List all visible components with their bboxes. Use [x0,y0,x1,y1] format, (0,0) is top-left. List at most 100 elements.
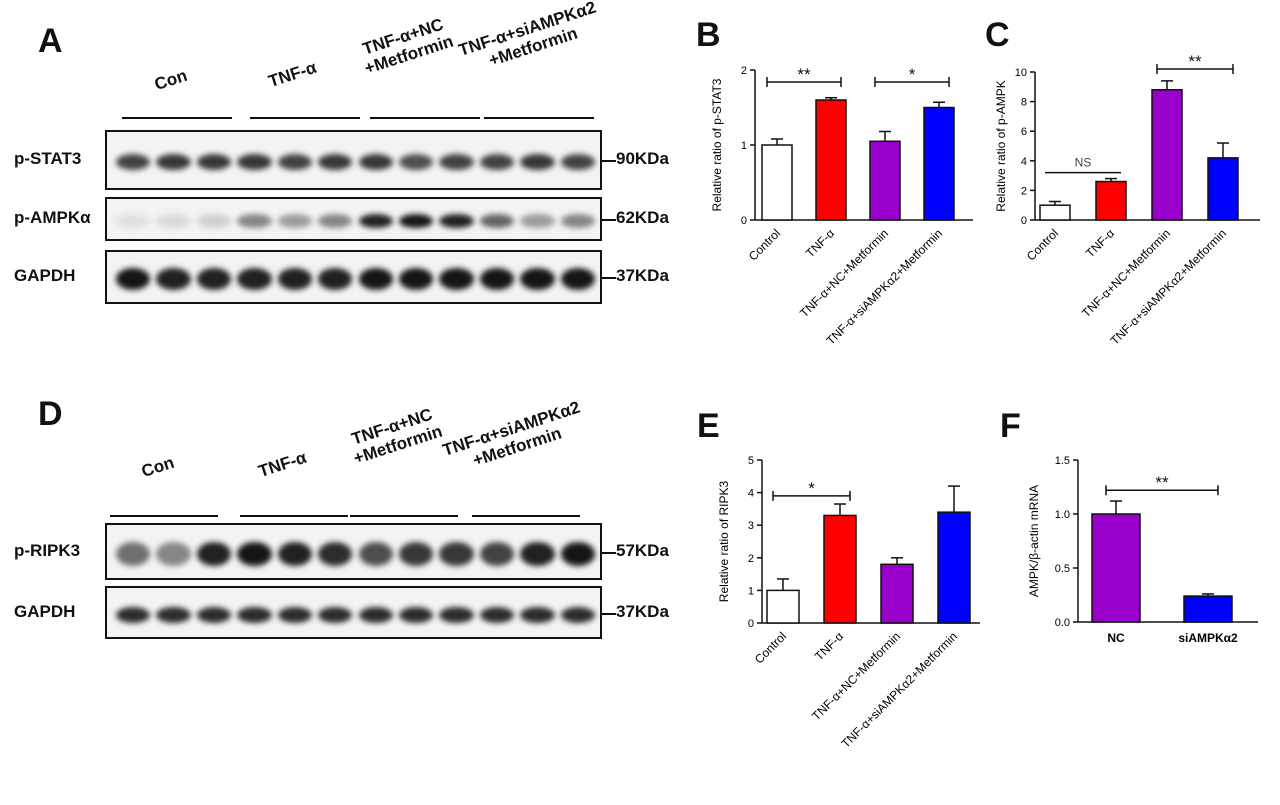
bar [923,106,955,221]
lane-group-label: TNF-α [266,57,319,91]
molecular-weight-marker: 37KDa [616,601,669,621]
panel-letter-b: B [696,16,721,54]
category-label: Control [1024,226,1061,263]
significance-label: * [808,479,815,498]
blot-band [318,541,353,566]
blot-band [156,541,191,566]
blot-band [277,541,313,566]
y-tick-label: 0.0 [1055,617,1070,629]
bar [1207,157,1239,221]
molecular-weight-marker: 90KDa [616,149,669,168]
category-label: siAMPKα2 [1178,631,1238,645]
marker-tick [600,277,616,279]
y-tick-label: 8 [1021,97,1027,109]
blot-row-label: p-RIPK3 [14,540,81,560]
blot-band [439,541,474,566]
bar [823,514,857,624]
blot-band [116,268,151,290]
blot-band [358,154,393,170]
blot-band [398,606,434,623]
marker-tick [600,551,616,554]
y-tick-label: 3 [748,520,754,532]
blot-band [196,541,232,566]
blot-band [196,606,232,623]
blot-band [358,541,393,566]
blot-band [196,214,232,228]
bar [1095,180,1127,221]
lane-group-label: Con [152,65,190,94]
blot-band [318,154,353,170]
y-tick-label: 1 [741,140,747,152]
y-tick-label: 1 [748,585,754,597]
bar [1151,89,1183,221]
y-tick-label: 0.5 [1055,563,1070,575]
blot-row-label: GAPDH [14,601,76,621]
lane-group-underline [350,515,458,517]
y-tick-label: 2 [741,65,747,77]
blot-band [277,606,313,623]
blot-band [156,214,191,228]
blot-strip [105,586,602,639]
lane-group-underline [250,117,360,119]
panel-letter-e: E [697,407,720,445]
bar [1091,513,1141,623]
bar [1183,595,1233,623]
blot-band [237,268,272,290]
category-label: Control [752,629,789,666]
blot-band [237,214,272,228]
blot-band [520,606,555,623]
y-tick-label: 4 [748,488,754,500]
blot-band [156,268,191,290]
y-axis-label: Relative ratio of RIPK3 [717,480,731,602]
blot-band [479,268,515,290]
lane-group-label: TNF-α+NC +Metformin [360,14,456,79]
blot-band [520,154,555,170]
blot-band [277,214,313,228]
bar [880,563,914,624]
category-label: NC [1107,631,1125,645]
y-axis-label: Relative ratio of p-AMPK [994,80,1008,211]
y-tick-label: 4 [1021,156,1027,168]
bar [937,511,971,624]
blot-band [398,154,434,170]
blot-band [439,268,474,290]
blot-band [479,214,515,228]
blot-band [196,154,232,170]
y-tick-label: 0 [748,618,754,630]
panel-letter-a: A [38,22,63,60]
panel-letter-d: D [38,395,63,433]
blot-band [358,268,393,290]
category-label: Control [746,226,783,263]
y-axis-label: Relative ratio of p-STAT3 [710,78,724,211]
lane-group-label: TNF-α+siAMPKα2 +Metformin [440,397,583,471]
y-tick-label: 2 [1021,185,1027,197]
blot-band [277,268,313,290]
category-label: TNF-α+siAMPKα2+Metformin [1108,226,1230,348]
panel-letter-c: C [985,16,1010,54]
blot-band [439,214,474,228]
bar [1039,204,1071,221]
bar [869,140,901,221]
blot-band [479,154,515,170]
blot-band [560,154,595,170]
y-tick-label: 0 [741,215,747,227]
y-tick-label: 6 [1021,126,1027,138]
molecular-weight-marker: 62KDa [616,208,669,227]
blot-band [520,214,555,228]
lane-group-underline [484,117,594,119]
lane-group-underline [370,117,480,119]
blot-band [520,541,555,566]
blot-row-label: p-STAT3 [14,149,82,168]
blot-strip [105,523,602,580]
blot-band [358,606,393,623]
blot-band [318,268,353,290]
lane-group-label: TNF-α+NC +Metformin [349,404,445,468]
marker-tick [600,612,616,615]
y-tick-label: 1.5 [1055,455,1070,467]
y-tick-label: 0 [1021,215,1027,227]
blot-band [196,268,232,290]
category-label: TNF-α+siAMPKα2+Metformin [824,226,946,348]
y-tick-label: 5 [748,455,754,467]
blot-band [156,154,191,170]
blot-row-label: GAPDH [14,266,76,285]
